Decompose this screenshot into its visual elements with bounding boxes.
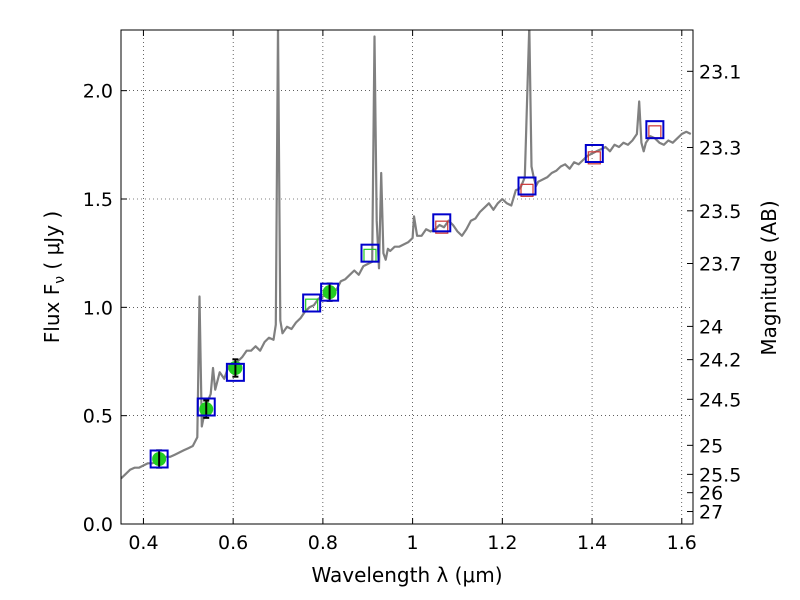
y-axis-label-units: ( μJy ) — [40, 211, 64, 276]
y-tick-label: 1.0 — [83, 297, 113, 319]
y-tick-label: 0.0 — [83, 514, 113, 536]
observed-point — [520, 183, 534, 197]
model-point — [584, 144, 604, 163]
magnitude-axis-label: Magnitude (AB) — [757, 200, 781, 355]
x-tick-label: 1.2 — [487, 532, 517, 554]
model-point — [360, 243, 380, 263]
x-tick-label: 0.8 — [308, 532, 338, 554]
model-point — [149, 449, 169, 469]
y-axis-label-main: Flux F — [40, 284, 64, 343]
plot-frame — [120, 29, 694, 525]
model-point — [302, 293, 322, 313]
magnitude-tick-label: 25.5 — [699, 464, 741, 486]
magnitude-tick-label: 24.5 — [699, 389, 741, 411]
magnitude-tick-label: 25 — [699, 435, 723, 457]
x-tick-label: 1.4 — [577, 532, 607, 554]
model-point — [517, 176, 537, 196]
y-axis-label: Flux Fν ( μJy ) — [40, 211, 68, 343]
magnitude-tick-label: 24 — [699, 316, 723, 338]
model-point — [196, 397, 216, 417]
model-points — [149, 120, 665, 469]
y-tick-label: 2.0 — [83, 81, 113, 103]
observed-point — [587, 151, 601, 165]
model-point — [320, 282, 340, 302]
magnitude-tick-label: 26 — [699, 483, 723, 505]
y-tick-label: 0.5 — [83, 406, 113, 428]
y-tick-label: 1.5 — [83, 189, 113, 211]
x-axis-label: Wavelength λ (μm) — [311, 563, 502, 587]
x-tick-label: 0.4 — [128, 532, 158, 554]
x-axis: 0.4 0.6 0.8 1 1.2 1.4 1.6 — [128, 30, 697, 554]
observed-point — [435, 220, 449, 234]
model-point — [645, 120, 665, 140]
magnitude-tick-label: 23.3 — [699, 137, 741, 159]
magnitude-tick-label: 27 — [699, 502, 723, 524]
model-point — [225, 362, 245, 382]
x-tick-label: 1.6 — [667, 532, 697, 554]
magnitude-tick-label: 23.7 — [699, 254, 741, 276]
x-tick-label: 0.6 — [218, 532, 248, 554]
y-axis-label-sub: ν — [52, 276, 68, 284]
x-tick-label: 1 — [407, 532, 419, 554]
magnitude-tick-label: 24.2 — [699, 350, 741, 372]
magnitude-tick-label: 23.1 — [699, 61, 741, 83]
magnitude-tick-label: 23.5 — [699, 201, 741, 223]
y-axis: 0.0 0.5 1.0 1.5 2.0 — [83, 81, 127, 536]
model-point — [432, 213, 452, 233]
